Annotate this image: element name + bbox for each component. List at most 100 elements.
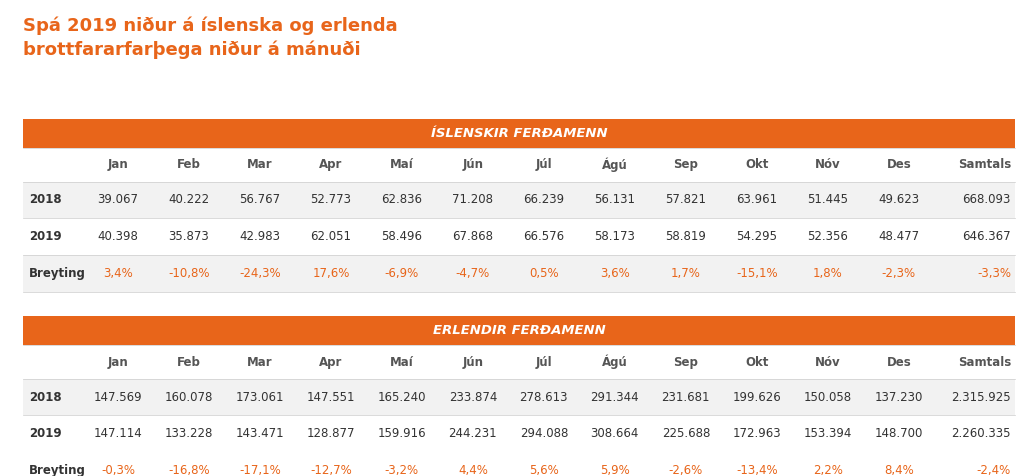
Text: Ágú: Ágú bbox=[602, 158, 628, 172]
Text: -16,8%: -16,8% bbox=[168, 464, 210, 476]
Text: Breyting: Breyting bbox=[30, 464, 86, 476]
Text: -24,3%: -24,3% bbox=[240, 267, 281, 280]
Text: Okt: Okt bbox=[745, 159, 769, 171]
Text: 66.576: 66.576 bbox=[523, 230, 564, 243]
Text: 143.471: 143.471 bbox=[235, 427, 284, 440]
Text: 2019: 2019 bbox=[30, 427, 62, 440]
Text: 278.613: 278.613 bbox=[519, 391, 568, 404]
Text: 294.088: 294.088 bbox=[520, 427, 568, 440]
Text: Spá 2019 niður á íslenska og erlenda
brottfararfarþega niður á mánuði: Spá 2019 niður á íslenska og erlenda bro… bbox=[24, 16, 398, 59]
Text: 49.623: 49.623 bbox=[878, 193, 919, 207]
Text: 1,8%: 1,8% bbox=[813, 267, 843, 280]
Text: Feb: Feb bbox=[177, 159, 200, 171]
Text: Jan: Jan bbox=[108, 159, 128, 171]
Text: Samtals: Samtals bbox=[958, 159, 1011, 171]
Text: 62.051: 62.051 bbox=[310, 230, 352, 243]
Text: 1,7%: 1,7% bbox=[671, 267, 701, 280]
Text: 4,4%: 4,4% bbox=[457, 464, 488, 476]
Text: 233.874: 233.874 bbox=[448, 391, 498, 404]
Text: 137.230: 137.230 bbox=[875, 391, 923, 404]
Text: 63.961: 63.961 bbox=[736, 193, 777, 207]
Text: ERLENDIR FERÐAMENN: ERLENDIR FERÐAMENN bbox=[433, 324, 605, 337]
FancyBboxPatch shape bbox=[24, 345, 1015, 379]
Text: 160.078: 160.078 bbox=[164, 391, 213, 404]
Text: Nóv: Nóv bbox=[815, 159, 841, 171]
Text: 8,4%: 8,4% bbox=[884, 464, 914, 476]
Text: 56.131: 56.131 bbox=[594, 193, 635, 207]
Text: -3,3%: -3,3% bbox=[977, 267, 1011, 280]
Text: 2018: 2018 bbox=[30, 193, 62, 207]
Text: 133.228: 133.228 bbox=[164, 427, 213, 440]
Text: Sep: Sep bbox=[673, 356, 698, 368]
Text: 150.058: 150.058 bbox=[804, 391, 852, 404]
Text: 2018: 2018 bbox=[30, 391, 62, 404]
Text: -2,6%: -2,6% bbox=[669, 464, 703, 476]
Text: 147.551: 147.551 bbox=[306, 391, 355, 404]
Text: -2,4%: -2,4% bbox=[977, 464, 1011, 476]
Text: 148.700: 148.700 bbox=[875, 427, 923, 440]
Text: Maí: Maí bbox=[390, 159, 413, 171]
Text: 66.239: 66.239 bbox=[523, 193, 564, 207]
Text: 58.173: 58.173 bbox=[594, 230, 635, 243]
Text: 244.231: 244.231 bbox=[448, 427, 498, 440]
FancyBboxPatch shape bbox=[24, 316, 1015, 345]
Text: 62.836: 62.836 bbox=[381, 193, 423, 207]
Text: 5,6%: 5,6% bbox=[529, 464, 559, 476]
Text: 54.295: 54.295 bbox=[736, 230, 777, 243]
Text: Sep: Sep bbox=[673, 159, 698, 171]
Text: 3,4%: 3,4% bbox=[103, 267, 133, 280]
Text: 2019: 2019 bbox=[30, 230, 62, 243]
Text: 67.868: 67.868 bbox=[452, 230, 493, 243]
Text: 57.821: 57.821 bbox=[665, 193, 706, 207]
Text: Breyting: Breyting bbox=[30, 267, 86, 280]
Text: 58.819: 58.819 bbox=[665, 230, 706, 243]
Text: 173.061: 173.061 bbox=[235, 391, 284, 404]
Text: Júl: Júl bbox=[536, 159, 552, 171]
Text: Mar: Mar bbox=[247, 159, 272, 171]
Text: Apr: Apr bbox=[319, 356, 342, 368]
Text: -0,3%: -0,3% bbox=[101, 464, 135, 476]
Text: -15,1%: -15,1% bbox=[736, 267, 777, 280]
Text: 71.208: 71.208 bbox=[452, 193, 493, 207]
FancyBboxPatch shape bbox=[24, 148, 1015, 182]
Text: 153.394: 153.394 bbox=[804, 427, 852, 440]
Text: 52.356: 52.356 bbox=[807, 230, 848, 243]
FancyBboxPatch shape bbox=[24, 416, 1015, 452]
Text: 48.477: 48.477 bbox=[878, 230, 919, 243]
Text: -2,3%: -2,3% bbox=[882, 267, 916, 280]
Text: 17,6%: 17,6% bbox=[313, 267, 350, 280]
Text: 225.688: 225.688 bbox=[662, 427, 710, 440]
Text: 2.315.925: 2.315.925 bbox=[951, 391, 1011, 404]
Text: -3,2%: -3,2% bbox=[384, 464, 419, 476]
Text: 147.114: 147.114 bbox=[94, 427, 142, 440]
Text: 39.067: 39.067 bbox=[98, 193, 139, 207]
Text: Jan: Jan bbox=[108, 356, 128, 368]
Text: 52.773: 52.773 bbox=[310, 193, 352, 207]
Text: 147.569: 147.569 bbox=[94, 391, 142, 404]
Text: Apr: Apr bbox=[319, 159, 342, 171]
Text: 35.873: 35.873 bbox=[169, 230, 210, 243]
Text: Júl: Júl bbox=[536, 356, 552, 368]
Text: Okt: Okt bbox=[745, 356, 769, 368]
Text: 646.367: 646.367 bbox=[962, 230, 1011, 243]
Text: 56.767: 56.767 bbox=[240, 193, 281, 207]
Text: Jún: Jún bbox=[463, 159, 483, 171]
Text: 199.626: 199.626 bbox=[733, 391, 781, 404]
Text: -4,7%: -4,7% bbox=[455, 267, 490, 280]
Text: -12,7%: -12,7% bbox=[310, 464, 352, 476]
Text: Jún: Jún bbox=[463, 356, 483, 368]
Text: ÍSLENSKIR FERÐAMENN: ÍSLENSKIR FERÐAMENN bbox=[431, 127, 608, 140]
Text: 51.445: 51.445 bbox=[807, 193, 848, 207]
Text: 42.983: 42.983 bbox=[240, 230, 281, 243]
Text: Mar: Mar bbox=[247, 356, 272, 368]
Text: Des: Des bbox=[886, 159, 911, 171]
Text: Samtals: Samtals bbox=[958, 356, 1011, 368]
FancyBboxPatch shape bbox=[24, 182, 1015, 218]
FancyBboxPatch shape bbox=[24, 119, 1015, 148]
Text: 308.664: 308.664 bbox=[591, 427, 639, 440]
Text: 2.260.335: 2.260.335 bbox=[951, 427, 1011, 440]
Text: 159.916: 159.916 bbox=[377, 427, 427, 440]
Text: -17,1%: -17,1% bbox=[238, 464, 281, 476]
Text: Des: Des bbox=[886, 356, 911, 368]
Text: Nóv: Nóv bbox=[815, 356, 841, 368]
